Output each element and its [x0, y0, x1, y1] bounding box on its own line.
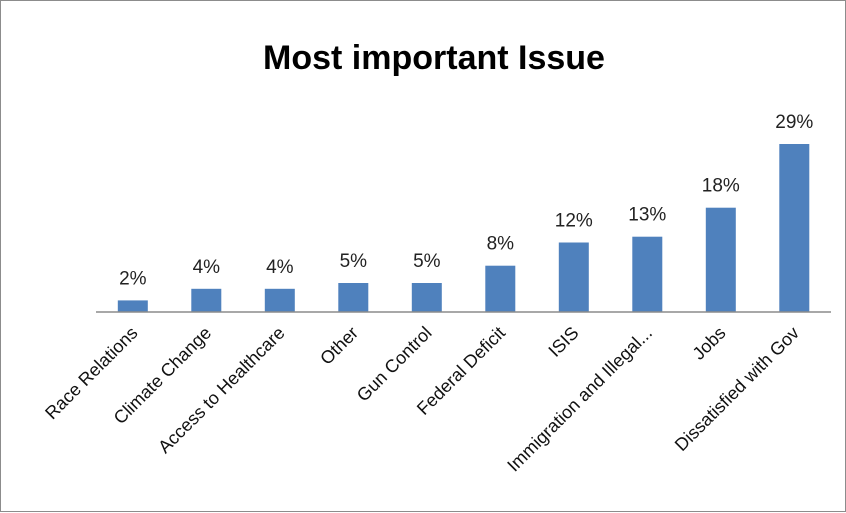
- data-label-2: 4%: [266, 257, 294, 278]
- bars-group: [117, 144, 810, 312]
- category-label-6: ISIS: [544, 323, 582, 361]
- bar-1: [191, 288, 222, 312]
- data-label-3: 5%: [340, 251, 368, 272]
- chart-title: Most important Issue: [263, 39, 605, 77]
- category-label-4: Gun Control: [353, 323, 436, 406]
- bar-6: [558, 242, 589, 312]
- bar-2: [264, 288, 295, 312]
- data-label-6: 12%: [555, 211, 593, 232]
- data-label-0: 2%: [119, 268, 147, 289]
- data-label-8: 18%: [702, 176, 740, 197]
- data-label-5: 8%: [487, 234, 515, 255]
- bar-3: [338, 283, 369, 312]
- bar-7: [632, 236, 663, 312]
- category-label-7: Immigration and Illegal...: [503, 323, 656, 476]
- data-label-7: 13%: [628, 205, 666, 226]
- data-labels-group: 2% 4% 4% 5% 5% 8% 12% 13% 18% 29%: [119, 112, 813, 289]
- bar-9: [779, 144, 810, 312]
- bar-5: [485, 265, 516, 312]
- category-label-3: Other: [316, 323, 362, 369]
- bar-0: [117, 300, 148, 312]
- bar-8: [705, 207, 736, 312]
- data-label-9: 29%: [775, 112, 813, 133]
- category-label-9: Dissatisfied with Gov: [671, 323, 803, 455]
- data-label-4: 5%: [413, 251, 441, 272]
- bar-4: [411, 283, 442, 312]
- data-label-1: 4%: [193, 257, 221, 278]
- category-label-2: Access to Healthcare: [154, 323, 288, 457]
- category-label-8: Jobs: [689, 323, 730, 364]
